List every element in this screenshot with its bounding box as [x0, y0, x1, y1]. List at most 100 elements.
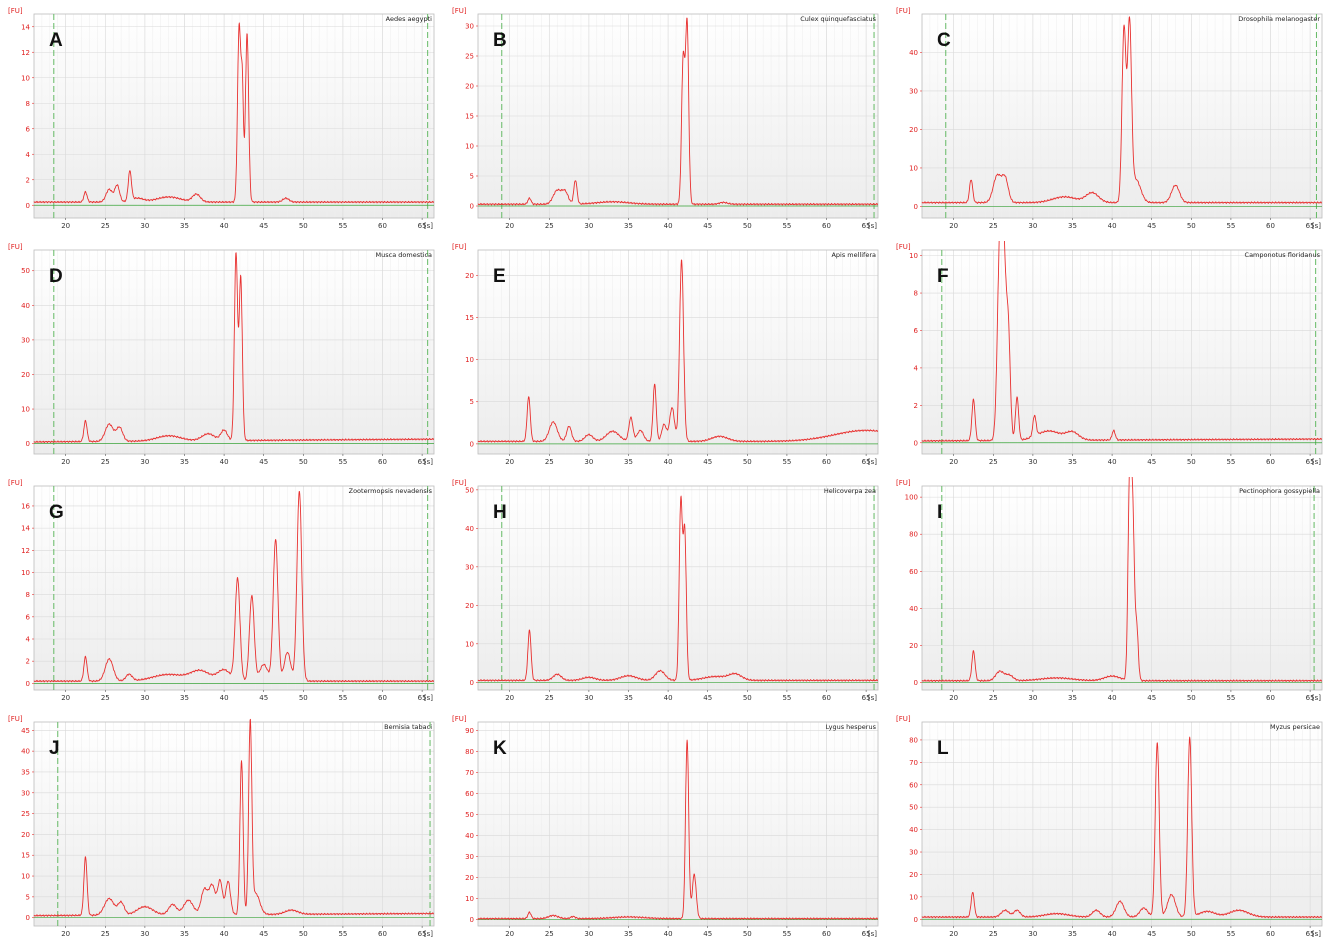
- x-unit-label: [s]: [1312, 694, 1321, 702]
- y-tick-label: 0: [470, 203, 474, 211]
- y-tick-label: 50: [465, 811, 474, 819]
- panel-g: 0 2 4 6 8 10 12 14 16 20 25 30 35 40 45 50 55 60 65 [FU] [s]…: [8, 479, 435, 702]
- x-tick-label: 45: [1147, 694, 1156, 702]
- y-tick-label: 35: [21, 768, 30, 776]
- y-tick-label: 4: [26, 151, 31, 159]
- y-tick-label: 5: [26, 893, 30, 901]
- x-tick-label: 40: [664, 222, 673, 230]
- panel-letter: B: [493, 30, 507, 51]
- x-unit-label: [s]: [868, 222, 877, 230]
- y-tick-label: 40: [21, 302, 30, 310]
- y-unit-label: [FU]: [8, 243, 23, 251]
- panel-letter: C: [937, 30, 951, 51]
- y-tick-label: 16: [21, 502, 30, 510]
- x-tick-label: 40: [664, 694, 673, 702]
- panel-a: 0 2 4 6 8 10 12 14 20 25 30 35 40 45 50 55 60 65 [FU] [s] Ae…: [8, 7, 435, 230]
- y-tick-label: 50: [21, 267, 30, 275]
- y-tick-label: 10: [465, 143, 474, 151]
- plot-area: [922, 250, 1322, 454]
- x-tick-label: 45: [1147, 930, 1156, 938]
- x-unit-label: [s]: [424, 694, 433, 702]
- gridlines: [33, 14, 434, 218]
- plot-area: [478, 250, 878, 454]
- trace-line: [33, 490, 434, 683]
- plot-frame: [33, 249, 435, 455]
- y-tick-label: 2: [914, 402, 918, 410]
- plot-frame: [921, 249, 1323, 455]
- x-tick-label: 25: [545, 458, 554, 466]
- x-tick-label: 25: [101, 694, 110, 702]
- x-tick-label: 60: [822, 222, 831, 230]
- trace-line: [33, 252, 434, 444]
- panel-letter: F: [937, 266, 949, 287]
- x-tick-label: 35: [180, 694, 189, 702]
- x-tick-label: 60: [1266, 222, 1275, 230]
- x-tick-label: 60: [1266, 458, 1275, 466]
- x-tick-label: 50: [299, 222, 308, 230]
- x-tick-label: 65: [862, 222, 871, 230]
- x-tick-label: 55: [782, 694, 791, 702]
- panel-b: 0 5 10 15 20 25 30 20 25 30 35 40 45 50 55 60 65 [FU] [s] C…: [452, 7, 879, 230]
- y-tick-label: 0: [470, 679, 474, 687]
- y-tick-label: 90: [465, 727, 474, 735]
- trace-line: [477, 259, 879, 443]
- y-tick-label: 12: [21, 49, 30, 57]
- plot-area: [34, 722, 434, 926]
- y-tick-label: 8: [26, 591, 30, 599]
- x-tick-label: 50: [1187, 458, 1196, 466]
- y-tick-label: 10: [909, 164, 918, 172]
- y-tick-label: 12: [21, 547, 30, 555]
- y-unit-label: [FU]: [896, 715, 911, 723]
- x-tick-label: 60: [822, 458, 831, 466]
- x-tick-label: 45: [1147, 222, 1156, 230]
- gridlines: [921, 722, 1322, 926]
- gridlines: [477, 486, 878, 690]
- x-tick-label: 45: [703, 222, 712, 230]
- y-unit-label: [FU]: [452, 715, 467, 723]
- x-tick-label: 35: [624, 694, 633, 702]
- trace-line: [477, 17, 878, 206]
- x-tick-label: 65: [1306, 694, 1315, 702]
- x-tick-label: 25: [545, 222, 554, 230]
- x-tick-label: 30: [584, 694, 593, 702]
- y-tick-label: 30: [465, 853, 474, 861]
- panel-letter: E: [493, 266, 506, 287]
- y-tick-label: 2: [26, 658, 30, 666]
- x-tick-label: 55: [338, 694, 347, 702]
- y-tick-label: 0: [470, 916, 474, 924]
- y-tick-label: 8: [26, 100, 30, 108]
- y-tick-label: 25: [21, 810, 30, 818]
- y-tick-label: 30: [21, 336, 30, 344]
- x-unit-label: [s]: [424, 458, 433, 466]
- x-tick-label: 45: [1147, 458, 1156, 466]
- panel-letter: H: [493, 502, 507, 523]
- gridlines: [921, 250, 1322, 454]
- x-tick-label: 50: [743, 458, 752, 466]
- y-tick-label: 4: [914, 364, 919, 372]
- gridlines: [477, 250, 878, 454]
- x-unit-label: [s]: [868, 458, 877, 466]
- y-tick-label: 15: [21, 852, 30, 860]
- panel-letter: A: [49, 30, 63, 51]
- y-tick-label: 60: [909, 568, 918, 576]
- x-tick-label: 55: [338, 222, 347, 230]
- y-unit-label: [FU]: [8, 479, 23, 487]
- y-tick-label: 30: [909, 849, 918, 857]
- species-title: Pectinophora gossypiella: [1239, 487, 1320, 495]
- species-title: Apis mellifera: [831, 251, 876, 259]
- x-tick-label: 65: [862, 930, 871, 938]
- x-tick-label: 50: [743, 694, 752, 702]
- y-tick-label: 60: [465, 790, 474, 798]
- x-unit-label: [s]: [424, 222, 433, 230]
- y-tick-label: 0: [914, 679, 918, 687]
- y-tick-label: 6: [914, 327, 919, 335]
- x-tick-label: 30: [584, 222, 593, 230]
- gridlines: [33, 250, 434, 454]
- panel-h: 0 10 20 30 40 50 20 25 30 35 40 45 50 55 60 65 [FU] [s] He…: [452, 479, 879, 702]
- panel-letter: K: [493, 738, 507, 759]
- y-tick-label: 10: [465, 895, 474, 903]
- trace-line: [921, 241, 1322, 443]
- x-tick-label: 60: [822, 930, 831, 938]
